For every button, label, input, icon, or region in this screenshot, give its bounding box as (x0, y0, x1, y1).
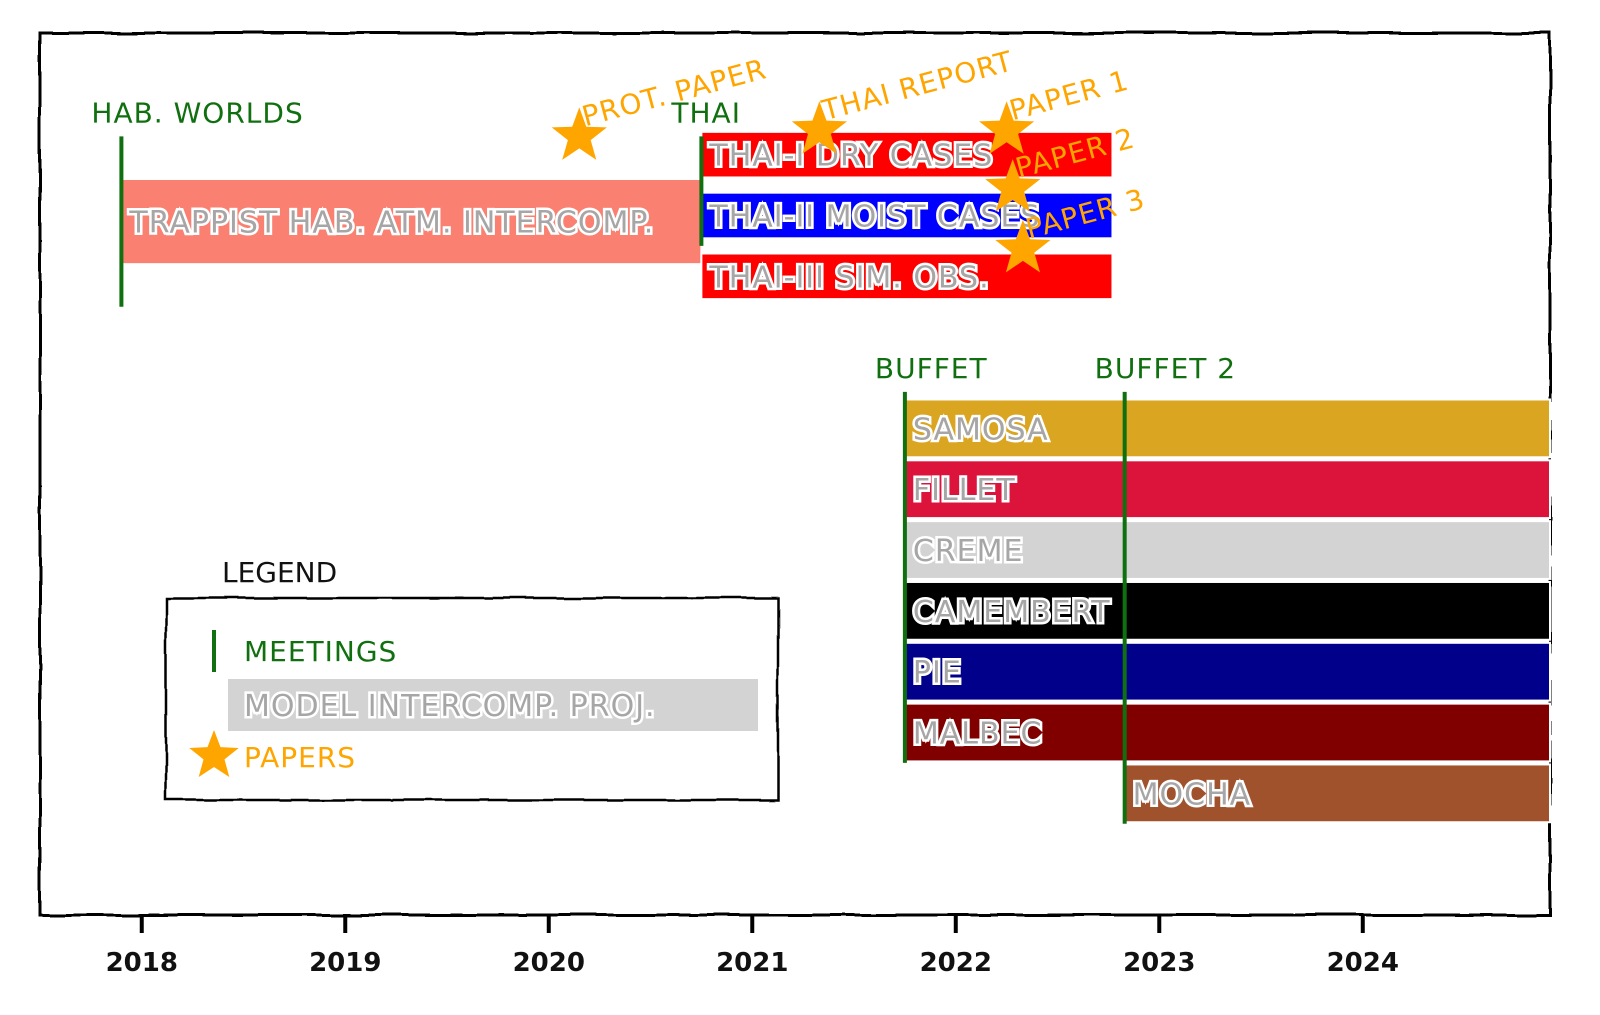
bar-label-mocha: MOCHA (1133, 777, 1252, 812)
paper-label-thai-report: THAI REPORT (818, 44, 1017, 127)
meeting-label-thai: THAI (670, 96, 741, 129)
bar-label-thai-iii-sim-obs: THAI-III SIM. OBS. (708, 260, 989, 295)
legend-title: LEGEND (222, 556, 337, 589)
legend-paper-star-icon (189, 730, 239, 777)
bar-pie (903, 641, 1551, 702)
paper-star-paper-3 (995, 219, 1051, 273)
paper-star-prot-paper (551, 107, 607, 160)
project-bars: TRAPPIST HAB. ATM. INTERCOMP. THAI-I DRY … (120, 130, 1551, 824)
x-axis: 2018 2019 2020 2021 2022 2023 2024 (106, 915, 1399, 978)
bar-label-trappist-hab-atm-intercomp: TRAPPIST HAB. ATM. INTERCOMP. (128, 206, 654, 241)
bar-thai-ii-moist-cases (700, 191, 1114, 240)
bar-label-thai-i-dry-cases: THAI-I DRY CASES (708, 139, 993, 174)
x-tick-label-2023: 2023 (1123, 948, 1195, 978)
bar-label-camembert: CAMEMBERT (913, 595, 1111, 630)
legend-papers-label: PAPERS (244, 741, 356, 774)
bar-label-malbec: MALBEC (913, 717, 1043, 752)
paper-label-paper-1: PAPER 1 (1006, 64, 1132, 127)
meeting-label-buffet-2: BUFFET 2 (1095, 352, 1236, 385)
x-tick-label-2024: 2024 (1327, 948, 1399, 978)
meeting-label-buffet: BUFFET (875, 352, 988, 385)
x-tick-label-2020: 2020 (513, 948, 585, 978)
meeting-label-hab-worlds: HAB. WORLDS (91, 96, 303, 129)
bar-thai-iii-sim-obs (700, 252, 1114, 301)
meeting-lines: HAB. WORLDS THAI BUFFET BUFFET 2 (91, 96, 1236, 824)
bar-label-thai-ii-moist-cases: THAI-II MOIST CASES (708, 199, 1040, 234)
x-tick-label-2018: 2018 (106, 948, 178, 978)
x-tick-label-2022: 2022 (920, 948, 992, 978)
legend-project-swatch (228, 679, 758, 731)
legend-projects-label: MODEL INTERCOMP. PROJ. (244, 689, 656, 724)
bar-label-samosa: SAMOSA (913, 412, 1049, 447)
legend: LEGEND MEETINGS MODEL INTERCOMP. PROJ. PAP… (164, 556, 780, 802)
bar-mocha (1123, 763, 1551, 824)
x-tick-label-2021: 2021 (716, 948, 788, 978)
bar-malbec (903, 702, 1551, 763)
bar-label-pie: PIE (913, 656, 962, 691)
x-tick-label-2019: 2019 (309, 948, 381, 978)
paper-star-thai-report (791, 101, 847, 154)
bar-samosa (903, 398, 1551, 459)
bar-trappist-hab-atm-intercomp (120, 177, 703, 266)
legend-meetings-label: MEETINGS (244, 635, 397, 668)
bar-thai-i-dry-cases (700, 130, 1114, 179)
bar-creme (903, 520, 1551, 580)
bar-label-creme: CREME (913, 534, 1024, 569)
bar-label-fillet: FILLET (913, 473, 1016, 508)
paper-star-paper-2 (985, 159, 1041, 212)
paper-star-paper-1 (979, 101, 1035, 154)
